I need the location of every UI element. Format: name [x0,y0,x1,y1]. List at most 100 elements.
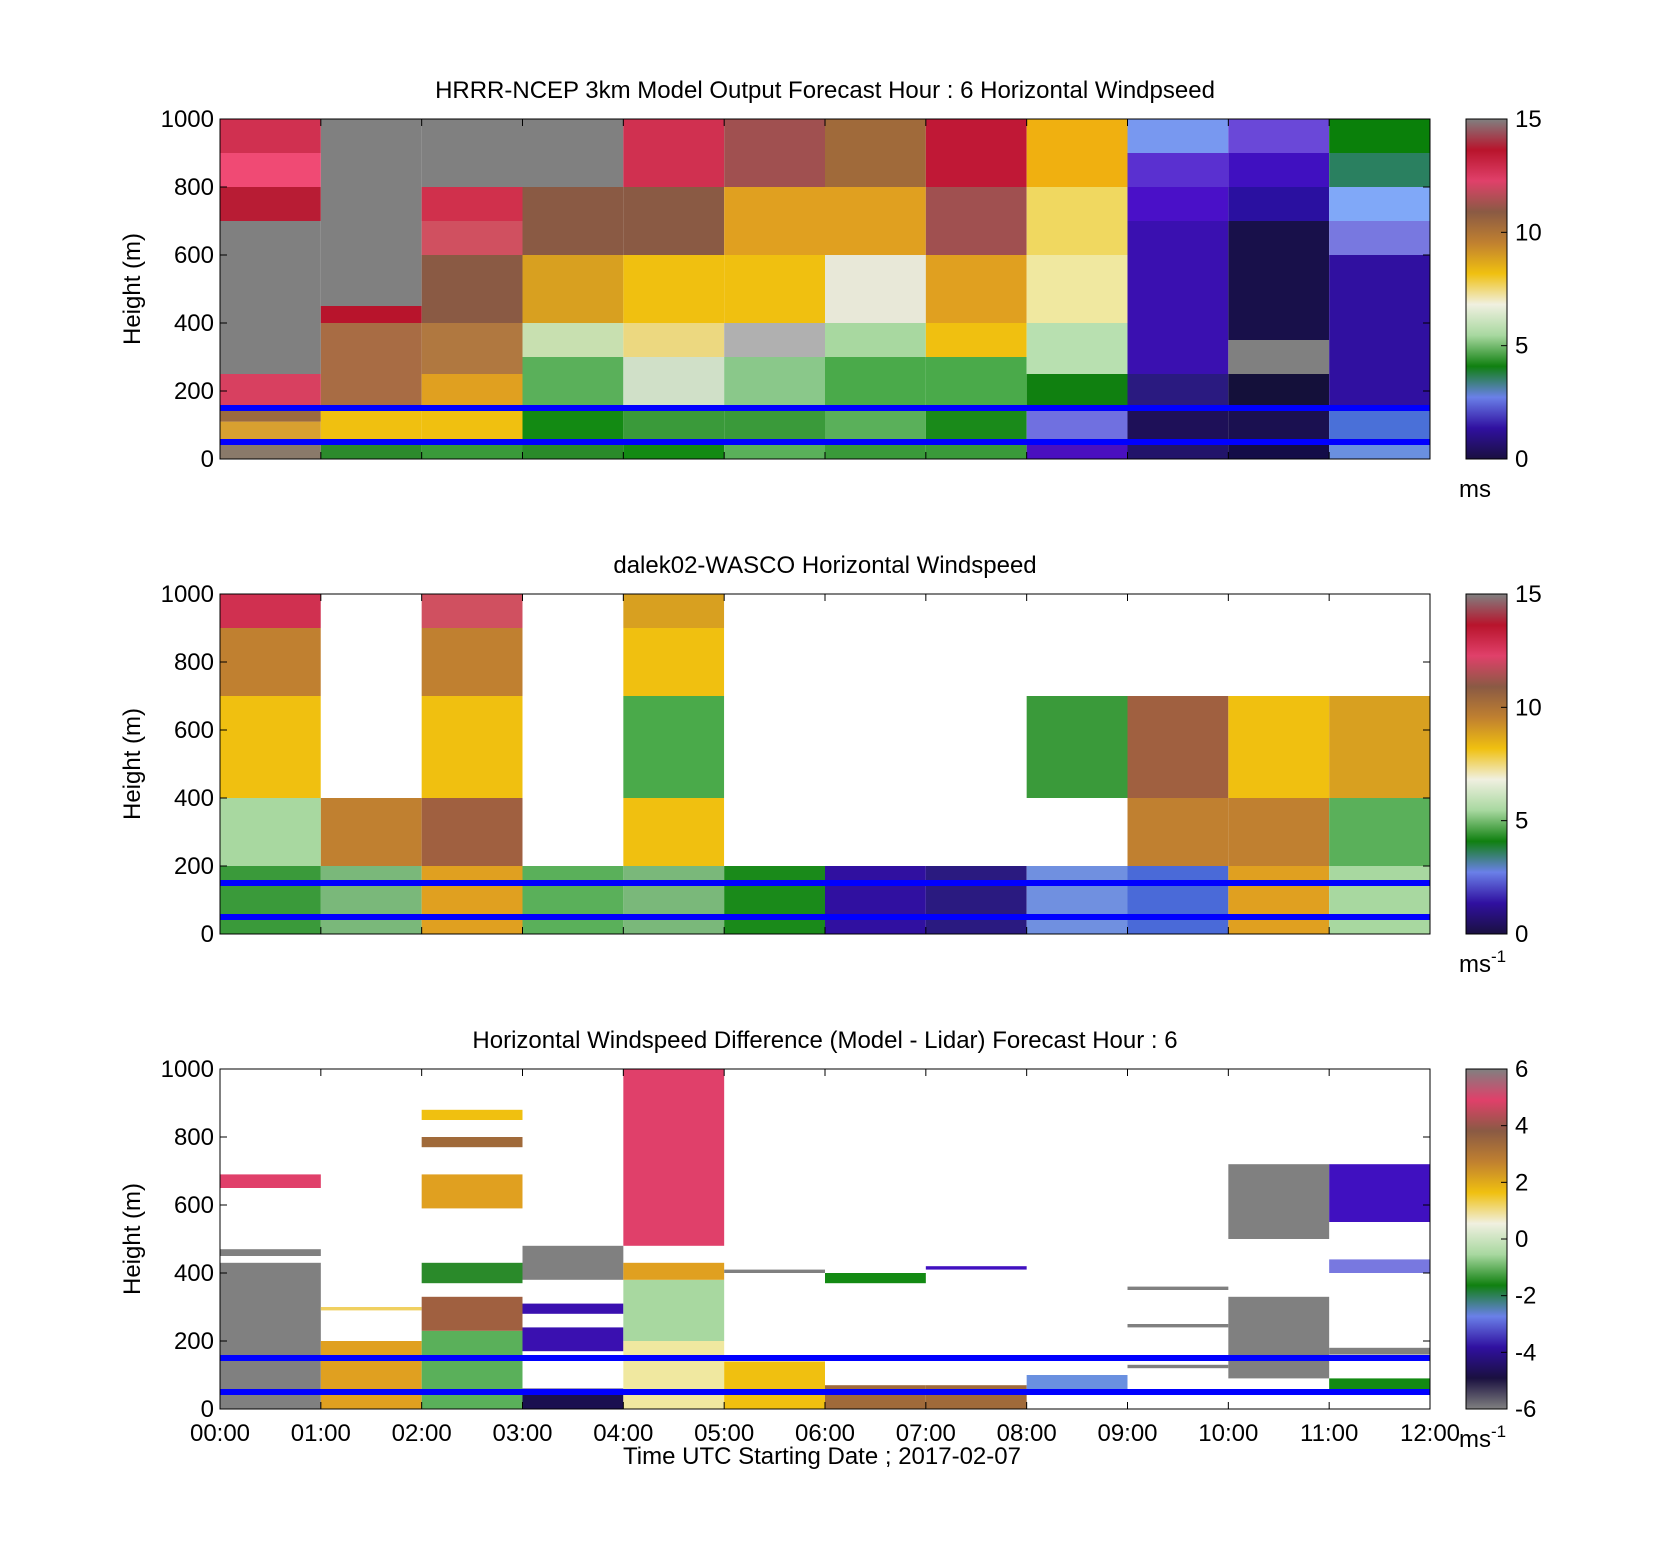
colorbar [1465,593,1508,935]
colorbar-tick-label: 10 [1515,694,1542,721]
heatmap-cell [1127,866,1229,934]
colorbar-tick-label: -6 [1515,1396,1536,1423]
colorbar-tick-label: 6 [1515,1056,1528,1083]
heatmap-cell [522,866,624,934]
heatmap-cell [522,628,624,696]
x-tick-label: 11:00 [1300,1420,1358,1447]
y-tick-label: 600 [174,717,214,744]
y-tick-label: 800 [174,1124,214,1151]
colorbar-tick-label: -2 [1515,1283,1536,1310]
heatmap-cell [925,798,1027,866]
heatmap-cell [220,866,321,934]
heatmap-cell [724,187,825,255]
y-tick-label: 1000 [161,1056,214,1083]
heatmap-cell [825,1385,926,1409]
colorbar [1465,1068,1508,1410]
heatmap-cell [220,798,321,866]
heatmap-cell [421,187,523,221]
heatmap-cell [1026,696,1128,798]
heatmap-cell [925,1385,1027,1409]
panels: HRRR-NCEP 3km Model Output Forecast Hour… [119,77,1542,1453]
heatmap-cell [724,866,825,934]
heatmap-cell [623,628,725,696]
heatmap-cell [1026,119,1128,187]
heatmap-cell [1329,696,1430,798]
heatmap-cell [220,1174,321,1188]
heatmap-cell [1026,408,1128,442]
heatmap-cell [220,374,321,408]
colorbar-tick-label: 2 [1515,1169,1528,1196]
heatmap-cell [925,594,1027,628]
y-tick-label: 400 [174,1260,214,1287]
heatmap-cell [825,696,926,798]
heatmap-cell [825,866,926,934]
heatmap-cell [320,442,422,459]
heatmap-cell [421,594,523,628]
heatmap-cell [925,255,1027,323]
heatmap-cell [1228,374,1330,408]
heatmap-cell [1329,866,1430,934]
heatmap-cell [724,323,825,357]
heatmap-cell [320,798,422,866]
heatmap-cell [320,866,422,934]
heatmap-cell [1329,119,1430,153]
x-tick-label: 04:00 [593,1420,653,1447]
heatmap-cell [1127,798,1229,866]
heatmap-cell [220,421,321,442]
heatmap-cell [1127,153,1229,187]
heatmap-cell [1228,340,1330,374]
heatmap-cell [320,323,422,408]
heatmap-cell [925,323,1027,357]
heatmap-cell [925,187,1027,255]
x-tick-label: 09:00 [1097,1420,1157,1447]
heatmap-cell [1228,1296,1330,1379]
heatmap-cell [421,374,523,408]
y-tick-label: 200 [174,1328,214,1355]
x-tick-label: 10:00 [1198,1420,1258,1447]
y-tick-label: 0 [201,1396,214,1423]
heatmap-cell [925,1266,1027,1270]
heatmap-cell [220,153,321,187]
heatmap-cell [1329,221,1430,255]
heatmap-cell [1228,408,1330,442]
heatmap-cell [1228,866,1330,934]
heatmap-cell [1026,255,1128,323]
heatmap-cell [623,1069,725,1246]
heatmap-cell [1228,628,1330,696]
colorbar-unit-exponent: -1 [1491,1422,1506,1441]
heatmap-cell [1329,442,1430,459]
heatmap-cell [1329,153,1430,187]
heatmap-cell [421,119,523,187]
x-axis-label: Time UTC Starting Date ; 2017-02-07 [623,1443,1021,1470]
colorbar-tick-label: 5 [1515,333,1528,360]
heatmap-cell [1127,119,1229,153]
y-tick-label: 1000 [161,581,214,608]
heatmap-cell [1026,323,1128,374]
heatmap-cell [320,1341,422,1409]
colorbar-tick-label: 5 [1515,808,1528,835]
y-axis-label: Height (m) [119,708,146,820]
colorbar-tick-label: 15 [1515,581,1542,608]
heatmap-cell [320,696,422,798]
heatmap-cell [220,628,321,696]
heatmap-cell [724,442,825,459]
heatmap-cell [1127,442,1229,459]
heatmap-cell [623,798,725,866]
heatmap-cell [1026,798,1128,866]
heatmap-cell [320,408,422,442]
heatmap-cell [320,119,422,306]
heatmap-cell [522,1245,624,1280]
heatmap-cell [724,594,825,628]
heatmap-cell [220,594,321,628]
heatmap-cell [1329,594,1430,628]
heatmap-cell [1127,1324,1229,1328]
heatmap-cell [1026,1375,1128,1392]
heatmap-cell [623,1279,725,1341]
colorbar-tick-label: 4 [1515,1113,1528,1140]
heatmap-cell [522,119,624,187]
heatmap-cell [522,1303,624,1314]
heatmap-cell [724,255,825,323]
heatmap-cell [421,408,523,442]
heatmap-cell [220,187,321,221]
heatmap-cell [320,594,422,628]
